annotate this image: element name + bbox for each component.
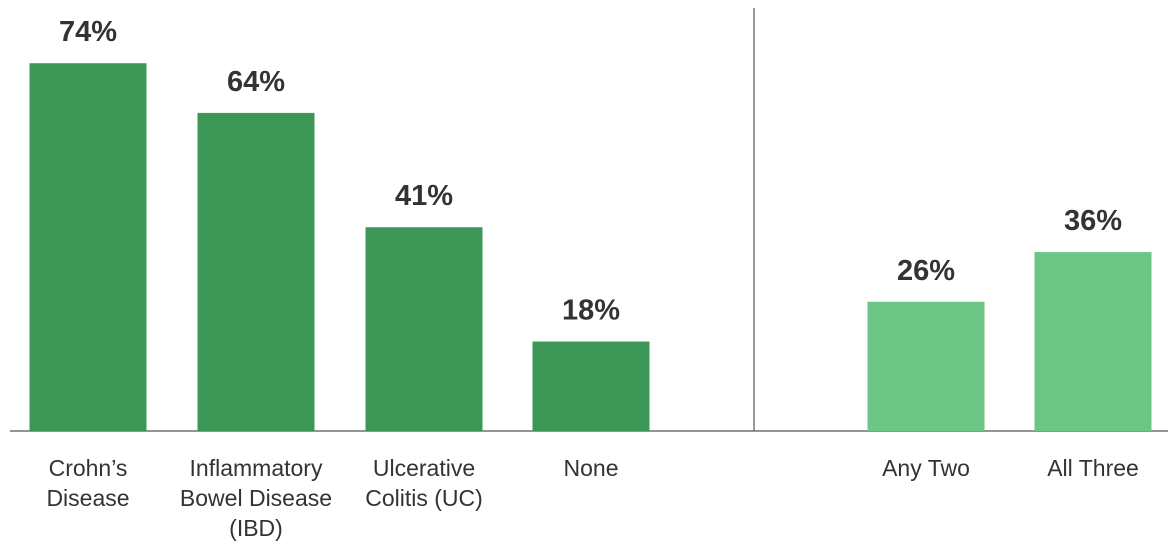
value-label: 18%: [562, 295, 620, 327]
bar: [29, 63, 147, 431]
category-label-line: Crohn’s: [49, 455, 128, 481]
bar: [365, 227, 483, 431]
category-label: None: [564, 455, 619, 481]
category-label-line: Inflammatory: [190, 455, 323, 481]
category-label: Ulcerative Colitis (UC): [365, 455, 483, 511]
value-label: 26%: [897, 255, 955, 287]
category-label: All Three: [1047, 455, 1139, 481]
bars-group: [29, 63, 1152, 432]
category-labels-group: Crohn’s Disease Inflammatory Bowel Disease (…: [46, 455, 1138, 541]
bar: [532, 341, 650, 431]
bar: [197, 112, 315, 432]
value-label: 36%: [1064, 205, 1122, 237]
category-label-line: All Three: [1047, 455, 1139, 481]
value-labels-group: 74% 64% 41% 18% 26% 36%: [59, 16, 1122, 326]
category-label-line: Bowel Disease: [180, 485, 332, 511]
bar: [1034, 252, 1152, 431]
value-label: 74%: [59, 16, 117, 48]
category-label-line: (IBD): [229, 515, 283, 541]
category-label-line: Disease: [46, 485, 129, 511]
category-label-line: Any Two: [882, 455, 970, 481]
category-label: Inflammatory Bowel Disease (IBD): [180, 455, 332, 541]
bar: [867, 301, 985, 431]
category-label: Any Two: [882, 455, 970, 481]
category-label-line: Ulcerative: [373, 455, 475, 481]
category-label-line: None: [564, 455, 619, 481]
category-label-line: Colitis (UC): [365, 485, 483, 511]
value-label: 41%: [395, 180, 453, 212]
value-label: 64%: [227, 66, 285, 98]
category-label: Crohn’s Disease: [46, 455, 129, 511]
